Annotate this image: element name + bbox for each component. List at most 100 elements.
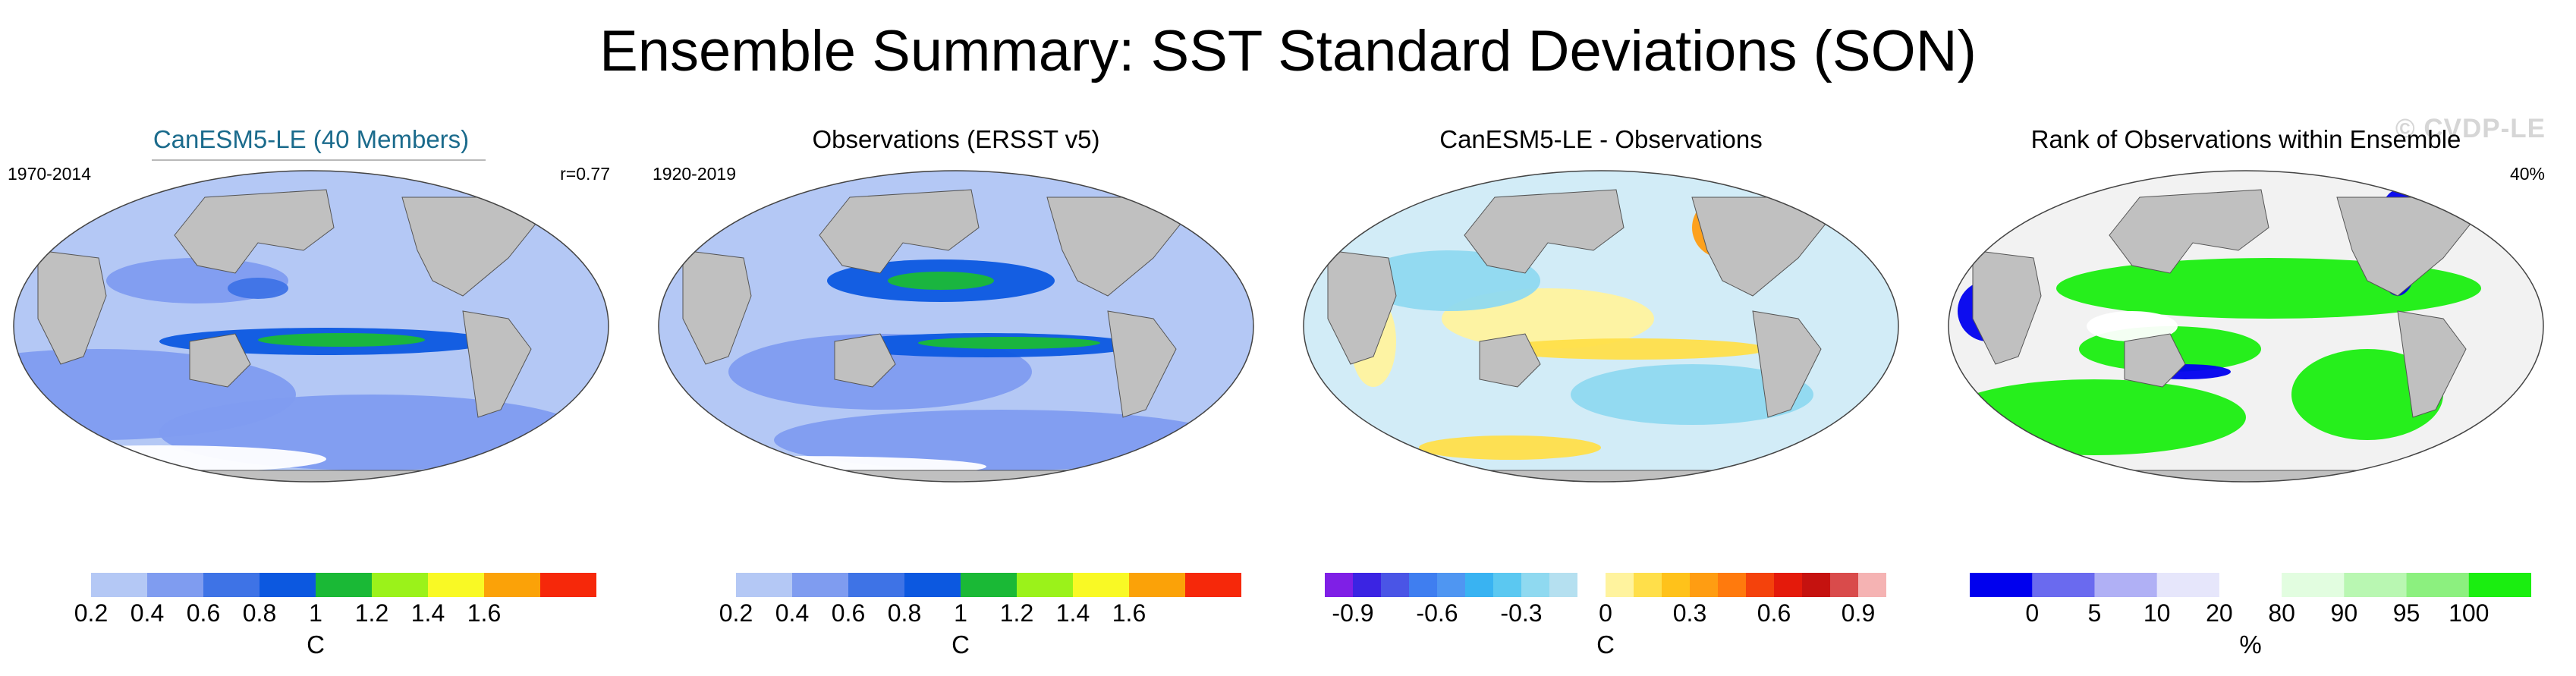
colorbar-swatch	[1185, 573, 1241, 597]
colorbar-swatch	[372, 573, 429, 597]
anomaly-region	[918, 337, 1100, 349]
antarctica-landmass	[1304, 470, 1898, 482]
anomaly-region	[14, 445, 326, 473]
colorbar-tick-label: 0.6	[831, 599, 866, 627]
colorbar-tick-label: 1.4	[410, 599, 445, 627]
colorbar-tick-label: 20	[2206, 599, 2233, 627]
colorbar-swatch	[1325, 573, 1354, 597]
anomaly-region	[1495, 338, 1768, 360]
colorbar-tick-label: 100	[2449, 599, 2490, 627]
colorbar-unit: C	[307, 630, 325, 659]
colorbar-tick-label: 1.6	[467, 599, 502, 627]
colorbar-labels: -0.9 -0.6 -0.3 0 0.3 0.6 0.9	[1325, 598, 1886, 628]
map-outline	[1948, 170, 2544, 483]
map-outline	[1303, 170, 1899, 483]
colorbar-swatch	[1409, 573, 1438, 597]
colorbar-swatch	[1353, 573, 1382, 597]
asia-landmass	[819, 189, 980, 274]
anomaly-region	[1949, 379, 2246, 455]
colorbar-tick-label: 0.8	[887, 599, 922, 627]
antarctica-landmass	[14, 470, 609, 482]
colorbar-swatch	[540, 573, 596, 597]
colorbar-swatch	[904, 573, 961, 597]
anomaly-region	[1419, 435, 1601, 460]
colorbar-swatch	[2219, 573, 2282, 597]
watermark: © CVDP-LE	[2395, 114, 2546, 143]
colorbar-tick-label: 0.6	[1757, 599, 1791, 627]
colorbar-swatch	[147, 573, 204, 597]
anomaly-region	[2291, 349, 2443, 440]
colorbar-swatch	[1549, 573, 1578, 597]
australia-landmass	[834, 333, 896, 388]
colorbar-swatch	[1521, 573, 1550, 597]
colorbar-tick-label: -0.6	[1416, 599, 1458, 627]
colorbar-unit: C	[951, 630, 970, 659]
panel-title: CanESM5-LE - Observations	[1439, 125, 1763, 153]
colorbar-tick-label: 10	[2143, 599, 2171, 627]
world-map	[1948, 170, 2544, 483]
colorbar-swatch	[484, 573, 541, 597]
africa-landmass	[1327, 250, 1397, 365]
panel-observations: Observations (ERSST v5) 1920-2019 0.2 0.4…	[645, 114, 1267, 668]
correlation-label: r=0.77	[560, 164, 610, 184]
colorbar-swatch	[2406, 573, 2470, 597]
panel-title: Observations (ERSST v5)	[812, 125, 1100, 153]
south-america-landmass	[1107, 310, 1177, 418]
south-america-landmass	[1752, 310, 1822, 418]
colorbar-swatch	[961, 573, 1018, 597]
world-map	[13, 170, 609, 483]
panel-rank: Rank of Observations within Ensemble 40%…	[1935, 114, 2557, 668]
colorbar-tick-label: 1	[309, 599, 322, 627]
colorbar-unit: %	[2239, 630, 2262, 659]
colorbar-swatch	[1830, 573, 1859, 597]
colorbar-swatch	[2344, 573, 2408, 597]
colorbar-tick-label: 1.2	[354, 599, 389, 627]
panel-title: Rank of Observations within Ensemble	[2030, 125, 2461, 153]
anomaly-region	[1571, 364, 1813, 425]
south-america-landmass	[462, 310, 532, 418]
colorbar-swatch	[1606, 573, 1634, 597]
figure-title: Ensemble Summary: SST Standard Deviation…	[599, 19, 1977, 83]
colorbar-swatch	[680, 573, 737, 597]
colorbar-unit: C	[1596, 630, 1615, 659]
world-map	[658, 170, 1254, 483]
africa-landmass	[1972, 250, 2042, 365]
panel-difference: CanESM5-LE - Observations -0.9 -0.6 -0.3 0 0…	[1290, 114, 1912, 668]
africa-landmass	[37, 250, 107, 365]
colorbar-swatch	[2282, 573, 2345, 597]
colorbar-labels: 0.2 0.4 0.6 0.8 1 1.2 1.4 1.6	[35, 598, 596, 628]
colorbar-swatch	[1381, 573, 1410, 597]
anomaly-region	[258, 333, 425, 347]
colorbar-swatch	[1662, 573, 1691, 597]
period-label: 1920-2019	[653, 164, 736, 184]
colorbar-swatch	[2468, 573, 2531, 597]
colorbar-tick-label: 0.4	[775, 599, 810, 627]
australia-landmass	[1479, 333, 1541, 388]
anomaly-region	[774, 410, 1229, 470]
colorbar	[35, 573, 596, 597]
period-label: 1970-2014	[8, 164, 91, 184]
panel-title: CanESM5-LE (40 Members)	[153, 125, 470, 153]
colorbar-labels: 0.2 0.4 0.6 0.8 1 1.2 1.4 1.6	[680, 598, 1241, 628]
colorbar-tick-label: 0.6	[186, 599, 221, 627]
africa-landmass	[682, 250, 752, 365]
colorbar-swatch	[1746, 573, 1775, 597]
colorbar-swatch	[792, 573, 849, 597]
colorbar-swatch	[1465, 573, 1494, 597]
colorbar-tick-label: 0.2	[74, 599, 109, 627]
colorbar-swatch	[1017, 573, 1074, 597]
colorbar-swatch	[1577, 573, 1606, 597]
colorbar-tick-label: 80	[2268, 599, 2295, 627]
south-america-landmass	[2397, 310, 2467, 418]
colorbar-tick-label: 0.3	[1672, 599, 1707, 627]
colorbar-swatch	[2094, 573, 2158, 597]
colorbar-swatch	[1690, 573, 1719, 597]
antarctica-landmass	[1949, 470, 2543, 482]
antarctica-landmass	[659, 470, 1253, 482]
colorbar-swatch	[1858, 573, 1886, 597]
colorbar-tick-label: 0.2	[719, 599, 753, 627]
colorbar-tick-label: 0.4	[130, 599, 165, 627]
colorbar-swatch	[428, 573, 485, 597]
colorbar-tick-label: -0.9	[1332, 599, 1374, 627]
colorbar-swatch	[848, 573, 905, 597]
